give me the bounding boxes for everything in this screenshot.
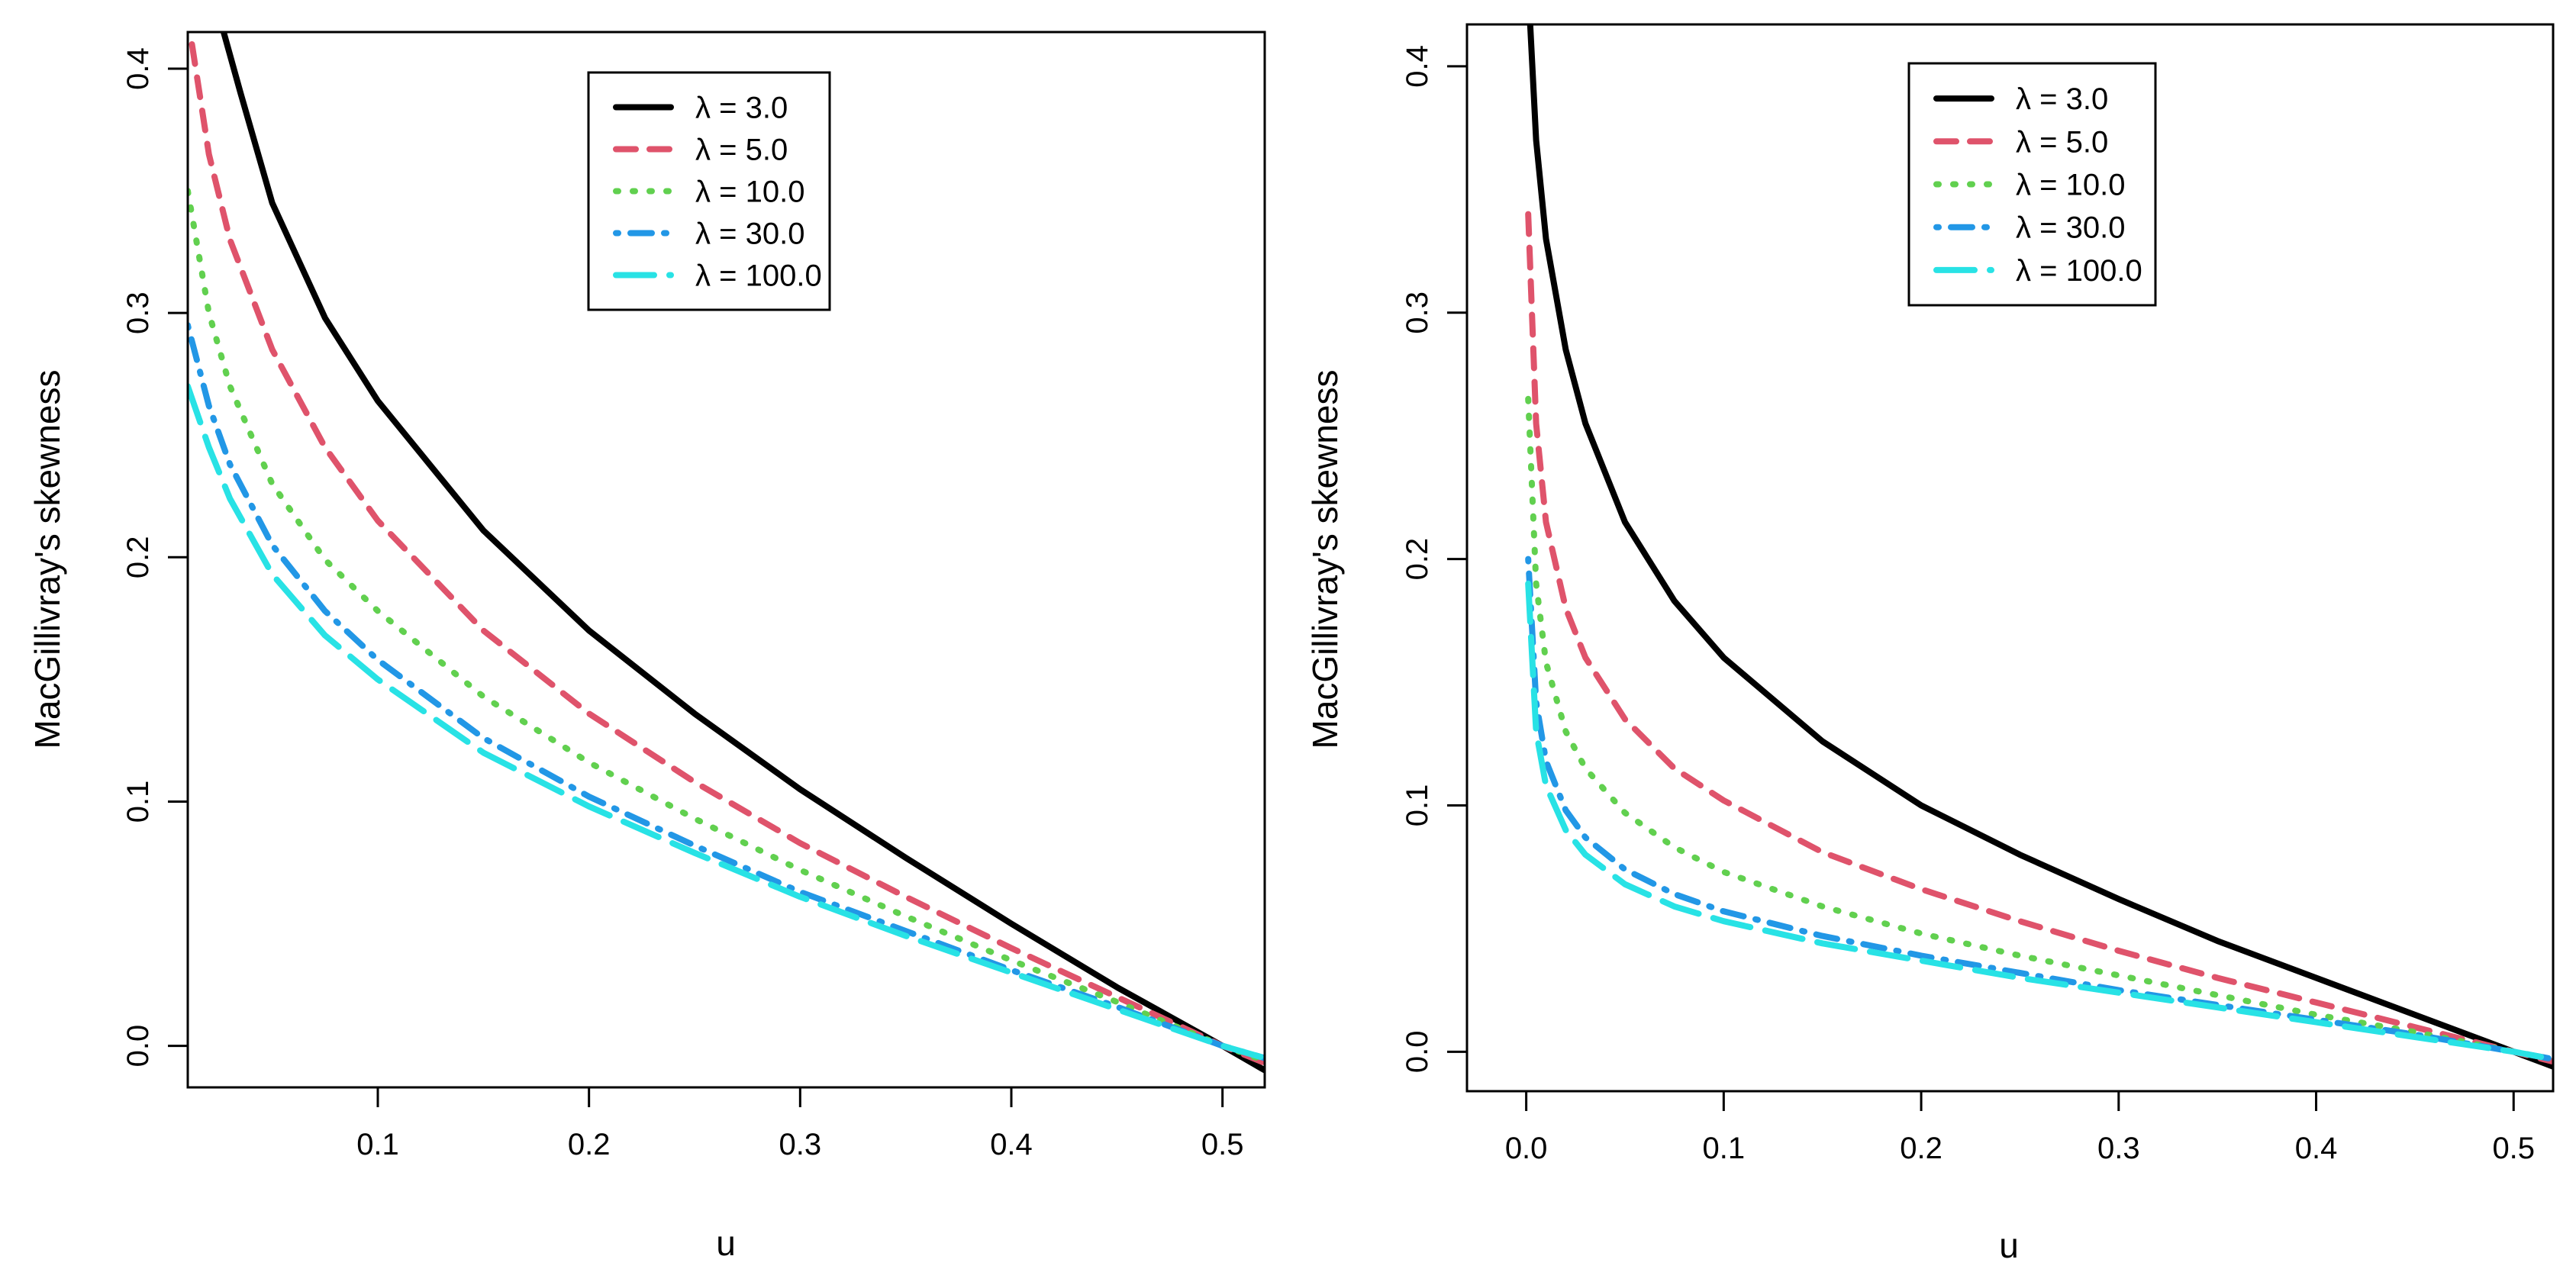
x-tick-label: 0.3 [779, 1128, 822, 1161]
series-line-lambda-30.0 [188, 322, 1265, 1061]
legend-label: λ = 5.0 [695, 134, 788, 167]
x-tick-label: 0.4 [2295, 1132, 2338, 1165]
plot-frame [186, 31, 1266, 1089]
series-line-lambda-100.0 [1525, 580, 2553, 1062]
x-tick-label: 0.3 [2097, 1132, 2140, 1165]
legend-label: λ = 3.0 [2016, 82, 2108, 116]
legend-label: λ = 5.0 [2016, 125, 2108, 159]
y-tick-label: 0.1 [1401, 784, 1434, 827]
series-line-lambda-5.0 [189, 41, 1265, 1066]
y-axis-label: MacGillivray's skewness [27, 370, 67, 749]
x-tick-label: 0.5 [1201, 1128, 1244, 1161]
x-axis: 0.1 0.2 0.3 0.4 0.5 [356, 1087, 1243, 1161]
y-tick-label: 0.1 [121, 781, 155, 823]
y-tick-label: 0.2 [1401, 538, 1434, 581]
y-axis: 0.0 0.1 0.2 0.3 0.4 [1401, 45, 1467, 1073]
series-line-lambda-10.0 [1525, 395, 2553, 1062]
x-tick-label: 0.2 [1900, 1132, 1942, 1165]
legend-label: λ = 10.0 [695, 176, 804, 209]
y-tick-label: 0.0 [121, 1025, 155, 1068]
series-line-lambda-3.0 [221, 32, 1265, 1074]
x-axis: 0.0 0.1 0.2 0.3 0.4 0.5 [1505, 1091, 2535, 1165]
legend-box [1907, 62, 2157, 307]
legend: λ = 3.0 λ = 5.0 λ = 10.0 λ = 30.0 λ = 100.0 [1907, 62, 2157, 307]
series-line-lambda-5.0 [1525, 211, 2553, 1065]
series-line-lambda-30.0 [1525, 556, 2553, 1062]
legend-box [587, 71, 831, 311]
legend-label: λ = 10.0 [2016, 169, 2125, 202]
y-tick-label: 0.4 [1401, 45, 1434, 88]
series-line-lambda-10.0 [188, 188, 1265, 1064]
x-tick-label: 0.4 [990, 1128, 1033, 1161]
series-line-lambda-100.0 [188, 383, 1265, 1061]
right-chart-panel: 0.0 0.1 0.2 0.3 0.4 0.5 0.0 0.1 0.2 0.3 0.4 u MacGil… [1305, 23, 2555, 1265]
y-tick-label: 0.2 [121, 536, 155, 578]
y-tick-label: 0.4 [121, 47, 155, 90]
legend-label: λ = 100.0 [695, 259, 822, 293]
x-axis-label: u [716, 1223, 736, 1263]
series-group [188, 32, 1265, 1074]
y-tick-label: 0.3 [1401, 291, 1434, 334]
x-tick-label: 0.1 [1703, 1132, 1746, 1165]
x-tick-label: 0.5 [2492, 1132, 2535, 1165]
y-axis: 0.0 0.1 0.2 0.3 0.4 [121, 47, 188, 1067]
plot-frame [1465, 23, 2555, 1093]
legend-label: λ = 30.0 [2016, 211, 2125, 245]
left-chart-panel: 0.1 0.2 0.3 0.4 0.5 0.0 0.1 0.2 0.3 0.4 u MacGilliv… [27, 31, 1266, 1263]
legend-label: λ = 30.0 [695, 217, 804, 251]
x-tick-label: 0.0 [1505, 1132, 1548, 1165]
x-tick-label: 0.2 [568, 1128, 611, 1161]
legend-label: λ = 3.0 [695, 92, 788, 125]
series-line-lambda-3.0 [1527, 24, 2553, 1070]
x-axis-label: u [1999, 1225, 2019, 1265]
series-group [1525, 24, 2553, 1070]
legend: λ = 3.0 λ = 5.0 λ = 10.0 λ = 30.0 λ = 100.0 [587, 71, 831, 311]
x-tick-label: 0.1 [356, 1128, 399, 1161]
y-axis-label: MacGillivray's skewness [1305, 370, 1345, 749]
y-tick-label: 0.0 [1401, 1031, 1434, 1074]
legend-label: λ = 100.0 [2016, 254, 2142, 288]
y-tick-label: 0.3 [121, 291, 155, 334]
